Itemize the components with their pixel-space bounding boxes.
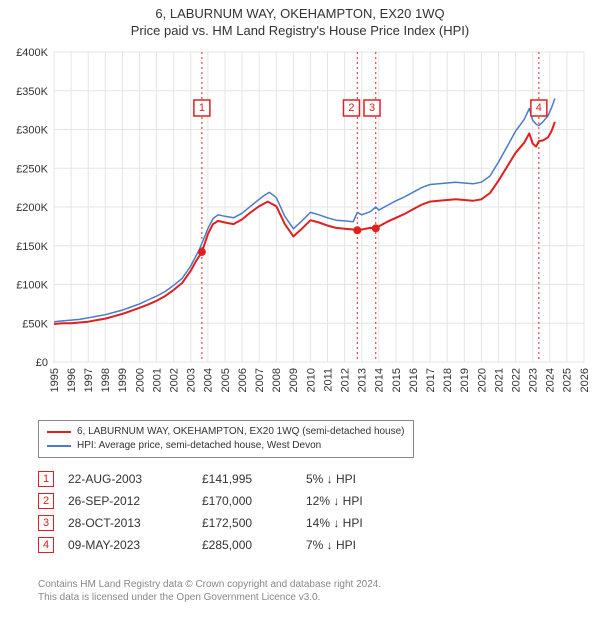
legend: 6, LABURNUM WAY, OKEHAMPTON, EX20 1WQ (s… <box>38 420 414 458</box>
svg-text:2011: 2011 <box>322 368 334 392</box>
svg-text:2007: 2007 <box>254 368 266 392</box>
svg-text:2003: 2003 <box>186 368 198 392</box>
footer-line: Contains HM Land Registry data © Crown c… <box>38 578 381 591</box>
svg-text:£200K: £200K <box>16 202 48 214</box>
legend-swatch <box>47 431 71 433</box>
svg-text:2012: 2012 <box>339 368 351 392</box>
svg-text:2002: 2002 <box>169 368 181 392</box>
event-diff: 7% ↓ HPI <box>306 534 377 556</box>
svg-text:£300K: £300K <box>16 125 48 137</box>
legend-item: 6, LABURNUM WAY, OKEHAMPTON, EX20 1WQ (s… <box>47 425 405 439</box>
event-row: 3 28-OCT-2013£172,50014% ↓ HPI <box>38 512 377 534</box>
footer-line: This data is licensed under the Open Gov… <box>38 591 381 604</box>
svg-text:2016: 2016 <box>408 368 420 392</box>
svg-text:2009: 2009 <box>288 368 300 392</box>
svg-text:2006: 2006 <box>237 368 249 392</box>
svg-text:2025: 2025 <box>562 368 574 392</box>
event-diff: 12% ↓ HPI <box>306 490 377 512</box>
event-marker-box: 4 <box>38 537 54 553</box>
event-price: £285,000 <box>202 534 306 556</box>
svg-text:2020: 2020 <box>476 368 488 392</box>
svg-text:2018: 2018 <box>442 368 454 392</box>
svg-text:£400K: £400K <box>16 48 48 59</box>
event-marker-box: 2 <box>38 493 54 509</box>
svg-text:2013: 2013 <box>357 368 369 392</box>
svg-text:£100K: £100K <box>16 280 48 292</box>
event-row: 2 26-SEP-2012£170,00012% ↓ HPI <box>38 490 377 512</box>
svg-text:2019: 2019 <box>459 368 471 392</box>
event-date: 26-SEP-2012 <box>68 490 202 512</box>
svg-text:1995: 1995 <box>49 368 61 392</box>
event-row: 4 09-MAY-2023£285,0007% ↓ HPI <box>38 534 377 556</box>
svg-text:2024: 2024 <box>545 368 557 392</box>
svg-text:1996: 1996 <box>66 368 78 392</box>
event-row: 1 22-AUG-2003£141,9955% ↓ HPI <box>38 468 377 490</box>
event-date: 22-AUG-2003 <box>68 468 202 490</box>
svg-text:1: 1 <box>199 102 205 114</box>
legend-label: HPI: Average price, semi-detached house,… <box>77 439 321 453</box>
legend-label: 6, LABURNUM WAY, OKEHAMPTON, EX20 1WQ (s… <box>77 425 405 439</box>
svg-text:1998: 1998 <box>100 368 112 392</box>
svg-text:2026: 2026 <box>579 368 591 392</box>
svg-text:2015: 2015 <box>391 368 403 392</box>
page-title: 6, LABURNUM WAY, OKEHAMPTON, EX20 1WQ <box>0 0 600 21</box>
event-date: 09-MAY-2023 <box>68 534 202 556</box>
svg-text:£0: £0 <box>36 357 48 369</box>
svg-text:3: 3 <box>369 102 375 114</box>
price-chart: £0 £50K £100K £150K £200K £250K £300K £350K £400… <box>0 48 600 408</box>
svg-text:2021: 2021 <box>493 368 505 392</box>
event-price: £170,000 <box>202 490 306 512</box>
event-marker-box: 1 <box>38 471 54 487</box>
svg-text:1999: 1999 <box>117 368 129 392</box>
svg-text:2: 2 <box>348 102 354 114</box>
svg-text:1997: 1997 <box>83 368 95 392</box>
event-price: £172,500 <box>202 512 306 534</box>
svg-text:£350K: £350K <box>16 86 48 98</box>
legend-item: HPI: Average price, semi-detached house,… <box>47 439 405 453</box>
event-price: £141,995 <box>202 468 306 490</box>
svg-text:£150K: £150K <box>16 241 48 253</box>
event-marker-box: 3 <box>38 515 54 531</box>
svg-text:2014: 2014 <box>374 368 386 392</box>
svg-text:2004: 2004 <box>203 368 215 392</box>
footer: Contains HM Land Registry data © Crown c… <box>38 578 381 604</box>
event-diff: 14% ↓ HPI <box>306 512 377 534</box>
svg-text:2005: 2005 <box>220 368 232 392</box>
svg-text:2000: 2000 <box>134 368 146 392</box>
event-date: 28-OCT-2013 <box>68 512 202 534</box>
svg-text:£250K: £250K <box>16 163 48 175</box>
legend-swatch <box>47 445 71 447</box>
svg-text:4: 4 <box>536 102 542 114</box>
svg-text:2022: 2022 <box>510 368 522 392</box>
svg-text:2010: 2010 <box>305 368 317 392</box>
svg-text:2023: 2023 <box>528 368 540 392</box>
svg-text:2001: 2001 <box>151 368 163 392</box>
page-subtitle: Price paid vs. HM Land Registry's House … <box>0 23 600 38</box>
svg-text:£50K: £50K <box>22 318 48 330</box>
svg-text:2017: 2017 <box>425 368 437 392</box>
events-table: 1 22-AUG-2003£141,9955% ↓ HPI 2 26-SEP-2012… <box>38 468 377 556</box>
event-diff: 5% ↓ HPI <box>306 468 377 490</box>
svg-text:2008: 2008 <box>271 368 283 392</box>
